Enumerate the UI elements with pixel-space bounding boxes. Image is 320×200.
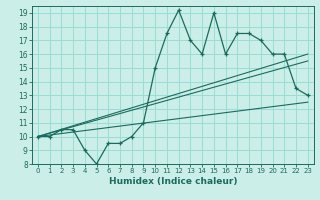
X-axis label: Humidex (Indice chaleur): Humidex (Indice chaleur) [108, 177, 237, 186]
